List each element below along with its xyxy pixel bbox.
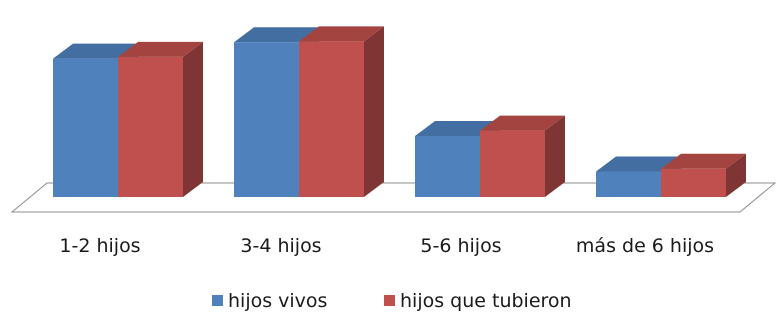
bar-side-face — [183, 41, 203, 197]
bar-front-face — [299, 41, 364, 197]
bar-top-face — [234, 27, 319, 43]
bars-group — [53, 26, 746, 198]
bar-front-face — [596, 171, 661, 197]
bar-top-face — [415, 121, 500, 137]
bar-side-face — [545, 115, 565, 197]
bar-series2-2 — [299, 26, 384, 197]
bar-series2-1 — [118, 41, 203, 197]
chart-floor — [10, 182, 777, 213]
category-label: 5-6 hijos — [420, 235, 501, 257]
legend-label: hijos vivos — [228, 290, 327, 312]
category-label: 3-4 hijos — [240, 235, 321, 257]
bar-top-face — [480, 115, 565, 131]
bar-front-face — [661, 168, 726, 197]
legend-swatch — [384, 295, 395, 306]
bar-front-face — [234, 42, 299, 197]
bar-top-face — [53, 43, 138, 59]
category-axis-labels: 1-2 hijos 3-4 hijos 5-6 hijos más de 6 hijo… — [59, 235, 714, 257]
bar-series2-4 — [661, 153, 746, 197]
bar-front-face — [53, 58, 118, 198]
bar-front-face — [415, 136, 480, 197]
legend-swatch — [212, 295, 223, 306]
bar-top-face — [299, 26, 384, 42]
bar-front-face — [118, 56, 183, 197]
bar-side-face — [364, 26, 384, 197]
legend: hijos vivos hijos que tubieron — [212, 290, 572, 312]
bar-front-face — [480, 130, 545, 197]
bar-series2-3 — [480, 115, 565, 197]
bar-top-face — [596, 156, 681, 172]
category-label: 1-2 hijos — [59, 235, 140, 257]
bar-side-face — [726, 153, 746, 197]
legend-label: hijos que tubieron — [400, 290, 572, 312]
bar-top-face — [661, 153, 746, 169]
category-label: más de 6 hijos — [576, 235, 714, 257]
bar-top-face — [118, 41, 203, 57]
